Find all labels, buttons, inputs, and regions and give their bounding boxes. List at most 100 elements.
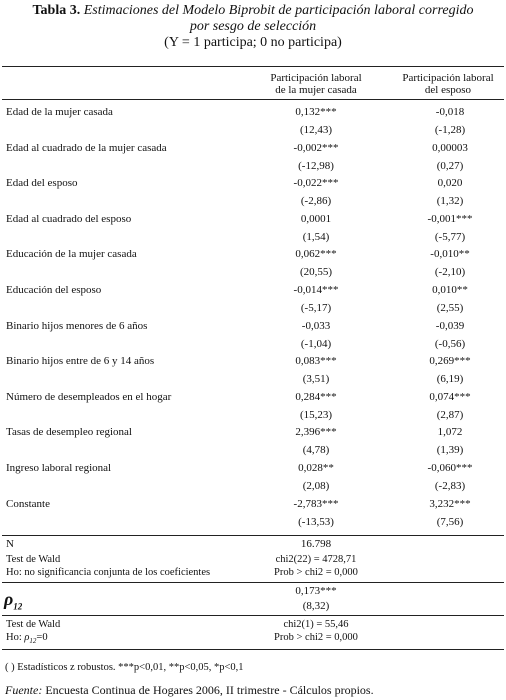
ho-value-1: Prob > chi2 = 0,000: [274, 567, 358, 578]
row-label: Ingreso laboral regional: [6, 462, 112, 474]
ho-row-1: Ho: no significancia conjunta de los coe…: [3, 567, 506, 585]
zstat-husband: (-5,77): [434, 231, 466, 243]
wald-label-2: Test de Wald: [6, 619, 61, 630]
column-header-wife-line1: Participación laboral: [270, 72, 362, 84]
n-row: N 16.798: [3, 538, 506, 556]
zstat-wife: (4,78): [302, 444, 330, 456]
zstat-husband: (7,56): [436, 516, 464, 528]
wald-row-1: Test de Wald chi2(22) = 4728,71: [3, 554, 506, 572]
coef-wife: -0,002***: [293, 142, 339, 154]
coef-husband: -0,039: [435, 320, 465, 332]
coef-wife: -2,783***: [293, 498, 339, 510]
zstat-husband: (-2,10): [434, 266, 466, 278]
zstat-husband: (1,39): [436, 444, 464, 456]
coef-husband: 0,269***: [429, 355, 471, 367]
coef-husband: -0,060***: [427, 462, 473, 474]
rho-glyph: ρ: [4, 589, 14, 609]
rho-row: 0,173***: [3, 585, 506, 603]
bottom-rule: [2, 649, 504, 650]
table-row: Edad del esposo -0,022*** 0,020: [3, 177, 506, 195]
table-row-zstat: (3,51) (6,19): [3, 373, 506, 391]
ho-label-1: Ho: no significancia conjunta de los coe…: [6, 567, 211, 578]
zstat-wife: (-5,17): [300, 302, 332, 314]
zstat-husband: (1,32): [436, 195, 464, 207]
table-row-zstat: (15,23) (2,87): [3, 409, 506, 427]
table-row-zstat: (-5,17) (2,55): [3, 302, 506, 320]
row-label: Número de desempleados en el hogar: [6, 391, 172, 403]
zstat-wife: (1,54): [302, 231, 330, 243]
table-row-zstat: (-2,86) (1,32): [3, 195, 506, 213]
body-rule: [2, 535, 504, 536]
coef-husband: 0,074***: [429, 391, 471, 403]
coef-husband: -0,010**: [430, 248, 470, 260]
row-label: Edad al cuadrado de la mujer casada: [6, 142, 167, 154]
title-line-1: Tabla 3. Estimaciones del Modelo Biprobi…: [0, 3, 506, 19]
table-row: Edad de la mujer casada 0,132*** -0,018: [3, 106, 506, 124]
coef-husband: 0,010**: [432, 284, 468, 296]
zstat-wife: (2,08): [302, 480, 330, 492]
table-title: Tabla 3. Estimaciones del Modelo Biprobi…: [0, 3, 506, 51]
table-row-zstat: (-12,98) (0,27): [3, 160, 506, 178]
table-number: Tabla 3.: [32, 3, 81, 18]
title-line-3: (Y = 1 participa; 0 no participa): [164, 35, 342, 50]
zstat-wife: (20,55): [299, 266, 333, 278]
table-row: Educación del esposo -0,014*** 0,010**: [3, 284, 506, 302]
title-main: Estimaciones del Modelo Biprobit de part…: [83, 3, 474, 18]
zstat-wife: (-1,04): [300, 338, 332, 350]
top-rule: [2, 66, 504, 67]
coef-husband: 0,020: [437, 177, 463, 189]
coef-wife: 2,396***: [295, 426, 337, 438]
ho2-rho: ρ: [24, 632, 30, 643]
table-row-zstat: (1,54) (-5,77): [3, 231, 506, 249]
table-row: Número de desempleados en el hogar 0,284*…: [3, 391, 506, 409]
table-row-zstat: (2,08) (-2,83): [3, 480, 506, 498]
zstat-wife: (-2,86): [300, 195, 332, 207]
ho2-subscript: 12: [29, 637, 37, 646]
coef-husband: 3,232***: [429, 498, 471, 510]
column-header-husband: Participación laboral del esposo: [392, 72, 504, 96]
zstat-husband: (-2,83): [434, 480, 466, 492]
wald-label-1: Test de Wald: [6, 554, 61, 565]
coef-wife: 0,083***: [295, 355, 337, 367]
n-label: N: [6, 538, 14, 550]
rho-t-row: (8,32): [3, 600, 506, 618]
coef-husband: -0,001***: [427, 213, 473, 225]
coef-wife: -0,022***: [293, 177, 339, 189]
coef-husband: 1,072: [437, 426, 463, 438]
source-text: Encuesta Continua de Hogares 2006, II tr…: [42, 683, 374, 697]
table-row: Binario hijos menores de 6 años -0,033 -0,…: [3, 320, 506, 338]
table-row-zstat: (4,78) (1,39): [3, 444, 506, 462]
table-row: Edad al cuadrado de la mujer casada -0,00…: [3, 142, 506, 160]
row-label: Educación del esposo: [6, 284, 102, 296]
table-row: Binario hijos entre de 6 y 14 años 0,083*…: [3, 355, 506, 373]
wald-value-2: chi2(1) = 55,46: [283, 619, 349, 630]
wald-row-2: Test de Wald chi2(1) = 55,46: [3, 619, 506, 637]
ho-row-2: Ho: ρ12=0 Prob > chi2 = 0,000: [3, 632, 506, 650]
ho2-eq: =0: [36, 632, 48, 643]
rho-symbol: ρ12: [4, 590, 22, 616]
ho-label-2: Ho: ρ12=0: [6, 632, 48, 645]
stats-rule: [2, 582, 504, 583]
zstat-wife: (-13,53): [298, 516, 334, 528]
column-header-husband-line1: Participación laboral: [402, 72, 494, 84]
coef-wife: -0,033: [301, 320, 331, 332]
row-label: Tasas de desempleo regional: [6, 426, 132, 438]
title-line-2: por sesgo de selección: [189, 19, 317, 34]
zstat-husband: (-1,28): [434, 124, 466, 136]
footnote-significance: ( ) Estadísticos z robustos. ***p<0,01, …: [5, 662, 244, 673]
rho-subscript: 12: [13, 601, 23, 612]
rho-value: 0,173***: [295, 585, 337, 597]
zstat-husband: (2,55): [436, 302, 464, 314]
rho-rule: [2, 615, 504, 616]
row-label: Edad al cuadrado del esposo: [6, 213, 132, 225]
table-row-zstat: (12,43) (-1,28): [3, 124, 506, 142]
zstat-husband: (-0,56): [434, 338, 466, 350]
ho2-prefix: Ho:: [6, 632, 25, 643]
coef-husband: -0,018: [435, 106, 465, 118]
column-header-wife-line2: de la mujer casada: [275, 84, 357, 96]
row-label: Binario hijos menores de 6 años: [6, 320, 148, 332]
table-row: Tasas de desempleo regional 2,396*** 1,072: [3, 426, 506, 444]
column-header-husband-line2: del esposo: [424, 84, 472, 96]
table-row: Educación de la mujer casada 0,062*** -0,0…: [3, 248, 506, 266]
row-label: Binario hijos entre de 6 y 14 años: [6, 355, 155, 367]
